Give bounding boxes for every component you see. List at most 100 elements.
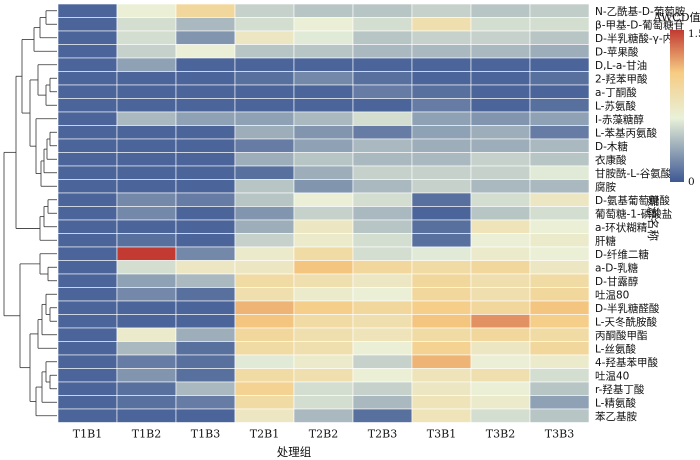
heatmap-cell: [529, 30, 590, 45]
heatmap-cell: [293, 327, 354, 342]
heatmap-cell: [57, 44, 118, 59]
heatmap-cell: [293, 368, 354, 383]
heatmap-cell: [352, 165, 413, 180]
heatmap-cell: [293, 98, 354, 113]
heatmap-cell: [352, 71, 413, 86]
heatmap-cell: [57, 395, 118, 410]
heatmap-cell: [293, 233, 354, 248]
row-label: a-环状糊精: [595, 221, 648, 234]
heatmap-cell: [529, 111, 590, 126]
row-label: 甘胺酰-L-谷氨酸: [595, 167, 672, 180]
row-label: a-D-乳糖: [595, 261, 639, 274]
heatmap-cell: [116, 84, 177, 99]
row-label: L-丝氨酸: [595, 342, 636, 355]
heatmap-cell: [175, 57, 236, 72]
heatmap-cell: [175, 179, 236, 194]
heatmap-cell: [411, 3, 472, 18]
heatmap-cell: [352, 192, 413, 207]
heatmap-cell: [470, 30, 531, 45]
heatmap-cell: [293, 57, 354, 72]
row-label: 2-羟苯甲酸: [595, 72, 648, 85]
heatmap-cell: [352, 300, 413, 315]
heatmap-cell: [57, 57, 118, 72]
column-label: T2B3: [368, 428, 397, 441]
heatmap-cell: [234, 165, 295, 180]
heatmap-cell: [293, 192, 354, 207]
heatmap-cell: [57, 341, 118, 356]
heatmap-cell: [529, 408, 590, 423]
heatmap-cell: [234, 125, 295, 140]
heatmap-cell: [470, 111, 531, 126]
heatmap-cell: [116, 381, 177, 396]
heatmap-cell: [293, 71, 354, 86]
heatmap-cell: [57, 125, 118, 140]
column-label: T1B2: [132, 428, 161, 441]
heatmap-cell: [175, 17, 236, 32]
column-labels: T1B1 T1B2 T1B3 T2B1 T2B2 T2B3 T3B1 T3B2 T3B3: [73, 428, 574, 441]
heatmap-cell: [411, 152, 472, 167]
heatmap-cell: [352, 246, 413, 261]
heatmap-cell: [293, 30, 354, 45]
heatmap-cell: [175, 111, 236, 126]
heatmap-cell: [175, 233, 236, 248]
heatmap-cell: [470, 219, 531, 234]
column-label: T3B2: [486, 428, 515, 441]
heatmap-cell: [411, 395, 472, 410]
heatmap-cell: [352, 314, 413, 329]
heatmap-cell: [470, 3, 531, 18]
heatmap-cell: [57, 3, 118, 18]
heatmap-cell: [470, 246, 531, 261]
legend-colorbar: [670, 30, 684, 182]
heatmap-cell: [234, 30, 295, 45]
heatmap-cell: [57, 84, 118, 99]
heatmap-cell: [234, 44, 295, 59]
heatmap-cell: [57, 165, 118, 180]
heatmap-cell: [175, 30, 236, 45]
heatmap-cell: [411, 71, 472, 86]
heatmap-cell: [116, 287, 177, 302]
heatmap-cell: [175, 381, 236, 396]
column-label: T1B3: [191, 428, 220, 441]
heatmap-cell: [529, 57, 590, 72]
heatmap-cell: [175, 84, 236, 99]
heatmap-cell: [175, 341, 236, 356]
heatmap-cell: [293, 219, 354, 234]
heatmap-cell: [116, 273, 177, 288]
heatmap-cell: [234, 233, 295, 248]
heatmap-cell: [293, 44, 354, 59]
row-label: D-苹果酸: [595, 45, 639, 58]
heatmap-cell: [57, 314, 118, 329]
heatmap-cell: [470, 152, 531, 167]
heatmap-cell: [411, 179, 472, 194]
heatmap-cell: [116, 341, 177, 356]
heatmap-cell: [234, 111, 295, 126]
heatmap-cell: [116, 408, 177, 423]
heatmap-cell: [411, 111, 472, 126]
heatmap-cell: [175, 98, 236, 113]
heatmap-cell: [529, 84, 590, 99]
heatmap-cell: [234, 84, 295, 99]
heatmap-cell: [234, 152, 295, 167]
row-label: D,L-a-甘油: [595, 59, 647, 72]
heatmap-cell: [411, 300, 472, 315]
heatmap-cell: [411, 30, 472, 45]
heatmap-cell: [116, 192, 177, 207]
heatmap-cell: [57, 381, 118, 396]
heatmap-cell: [470, 138, 531, 153]
heatmap-cell: [116, 44, 177, 59]
heatmap-cell: [293, 287, 354, 302]
heatmap-cell: [57, 246, 118, 261]
heatmap-cell: [470, 354, 531, 369]
heatmap-cell: [352, 341, 413, 356]
row-label: D-氨基葡萄糖酸: [595, 194, 670, 207]
row-label: D-半乳糖酸-γ-内酯: [595, 32, 684, 45]
heatmap-cell: [352, 368, 413, 383]
heatmap-cell: [175, 44, 236, 59]
heatmap-cell: [470, 300, 531, 315]
heatmap-cell: [57, 233, 118, 248]
heatmap-cell: [57, 206, 118, 221]
heatmap-cell: [293, 273, 354, 288]
heatmap-cell: [529, 179, 590, 194]
column-label: T3B3: [545, 428, 574, 441]
heatmap-cell: [470, 57, 531, 72]
